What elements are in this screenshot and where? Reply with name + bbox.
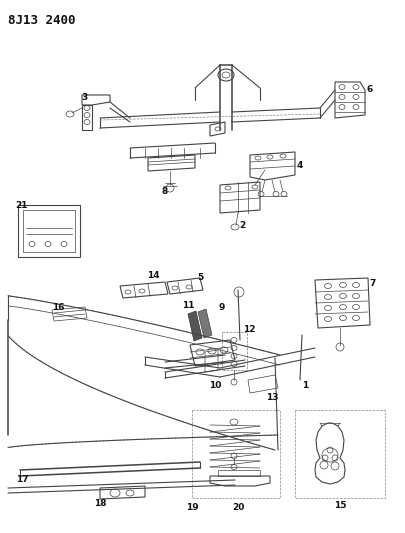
- Text: 21: 21: [16, 200, 28, 209]
- Bar: [23, 210, 75, 252]
- Polygon shape: [188, 311, 202, 341]
- Text: 6: 6: [367, 85, 373, 94]
- Text: 12: 12: [243, 326, 255, 335]
- Text: 16: 16: [52, 303, 64, 312]
- Text: 8: 8: [162, 188, 168, 197]
- Text: 15: 15: [334, 500, 346, 510]
- Text: 19: 19: [185, 504, 198, 513]
- Text: 9: 9: [219, 303, 225, 311]
- Text: 7: 7: [370, 279, 376, 287]
- Text: 3: 3: [82, 93, 88, 101]
- Bar: [18, 205, 80, 257]
- Text: 1: 1: [302, 381, 308, 390]
- Text: 17: 17: [16, 475, 28, 484]
- Bar: [192, 410, 280, 498]
- Text: 11: 11: [182, 301, 194, 310]
- Text: 2: 2: [239, 221, 245, 230]
- Bar: [295, 410, 385, 498]
- Text: 10: 10: [209, 381, 221, 390]
- Text: 14: 14: [147, 271, 159, 280]
- Text: 13: 13: [266, 392, 278, 401]
- Text: 4: 4: [297, 160, 303, 169]
- Text: 8J13 2400: 8J13 2400: [8, 14, 75, 27]
- Polygon shape: [198, 309, 212, 338]
- Text: 18: 18: [94, 499, 106, 508]
- Text: 5: 5: [197, 272, 203, 281]
- Text: 20: 20: [232, 504, 244, 513]
- Bar: [222, 332, 247, 370]
